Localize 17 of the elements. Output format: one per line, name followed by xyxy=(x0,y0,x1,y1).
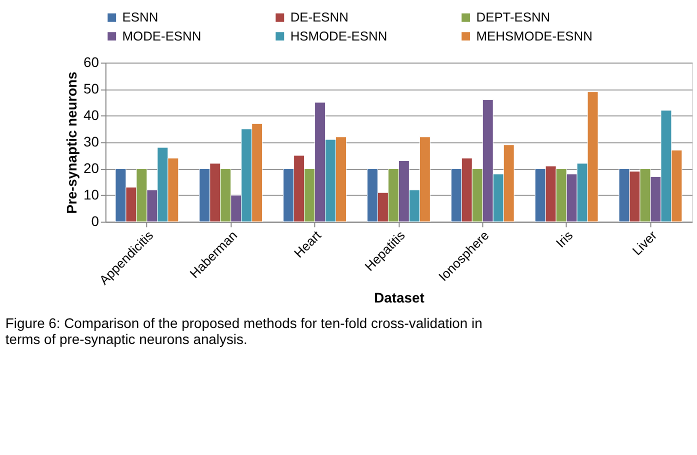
y-tick-label: 0 xyxy=(91,213,100,230)
y-tick-label: 40 xyxy=(83,107,100,124)
x-axis-title: Dataset xyxy=(374,290,425,306)
y-tick-label: 50 xyxy=(83,80,100,97)
y-tick-label: 10 xyxy=(83,186,100,203)
y-axis-title: Pre-synaptic neurons xyxy=(63,71,80,214)
legend-label: DEPT-ESNN xyxy=(476,10,550,25)
legend-label: HSMODE-ESNN xyxy=(290,28,388,44)
caption: Figure 6: Comparison of the proposed methods for ten-fold cross-validation in terms of pre-synaptic neurons analysis. xyxy=(5,314,482,347)
legend-label: MEHSMODE-ESNN xyxy=(476,28,592,44)
legend-label: MODE-ESNN xyxy=(122,28,202,44)
x-tick-label: Iris xyxy=(552,228,576,251)
legend-label: ESNN xyxy=(122,10,158,25)
y-tick-label: 30 xyxy=(83,134,100,150)
y-tick-label: 60 xyxy=(83,54,100,70)
y-tick-label: 20 xyxy=(83,160,100,176)
legend-label: DE-ESNN xyxy=(290,10,348,25)
